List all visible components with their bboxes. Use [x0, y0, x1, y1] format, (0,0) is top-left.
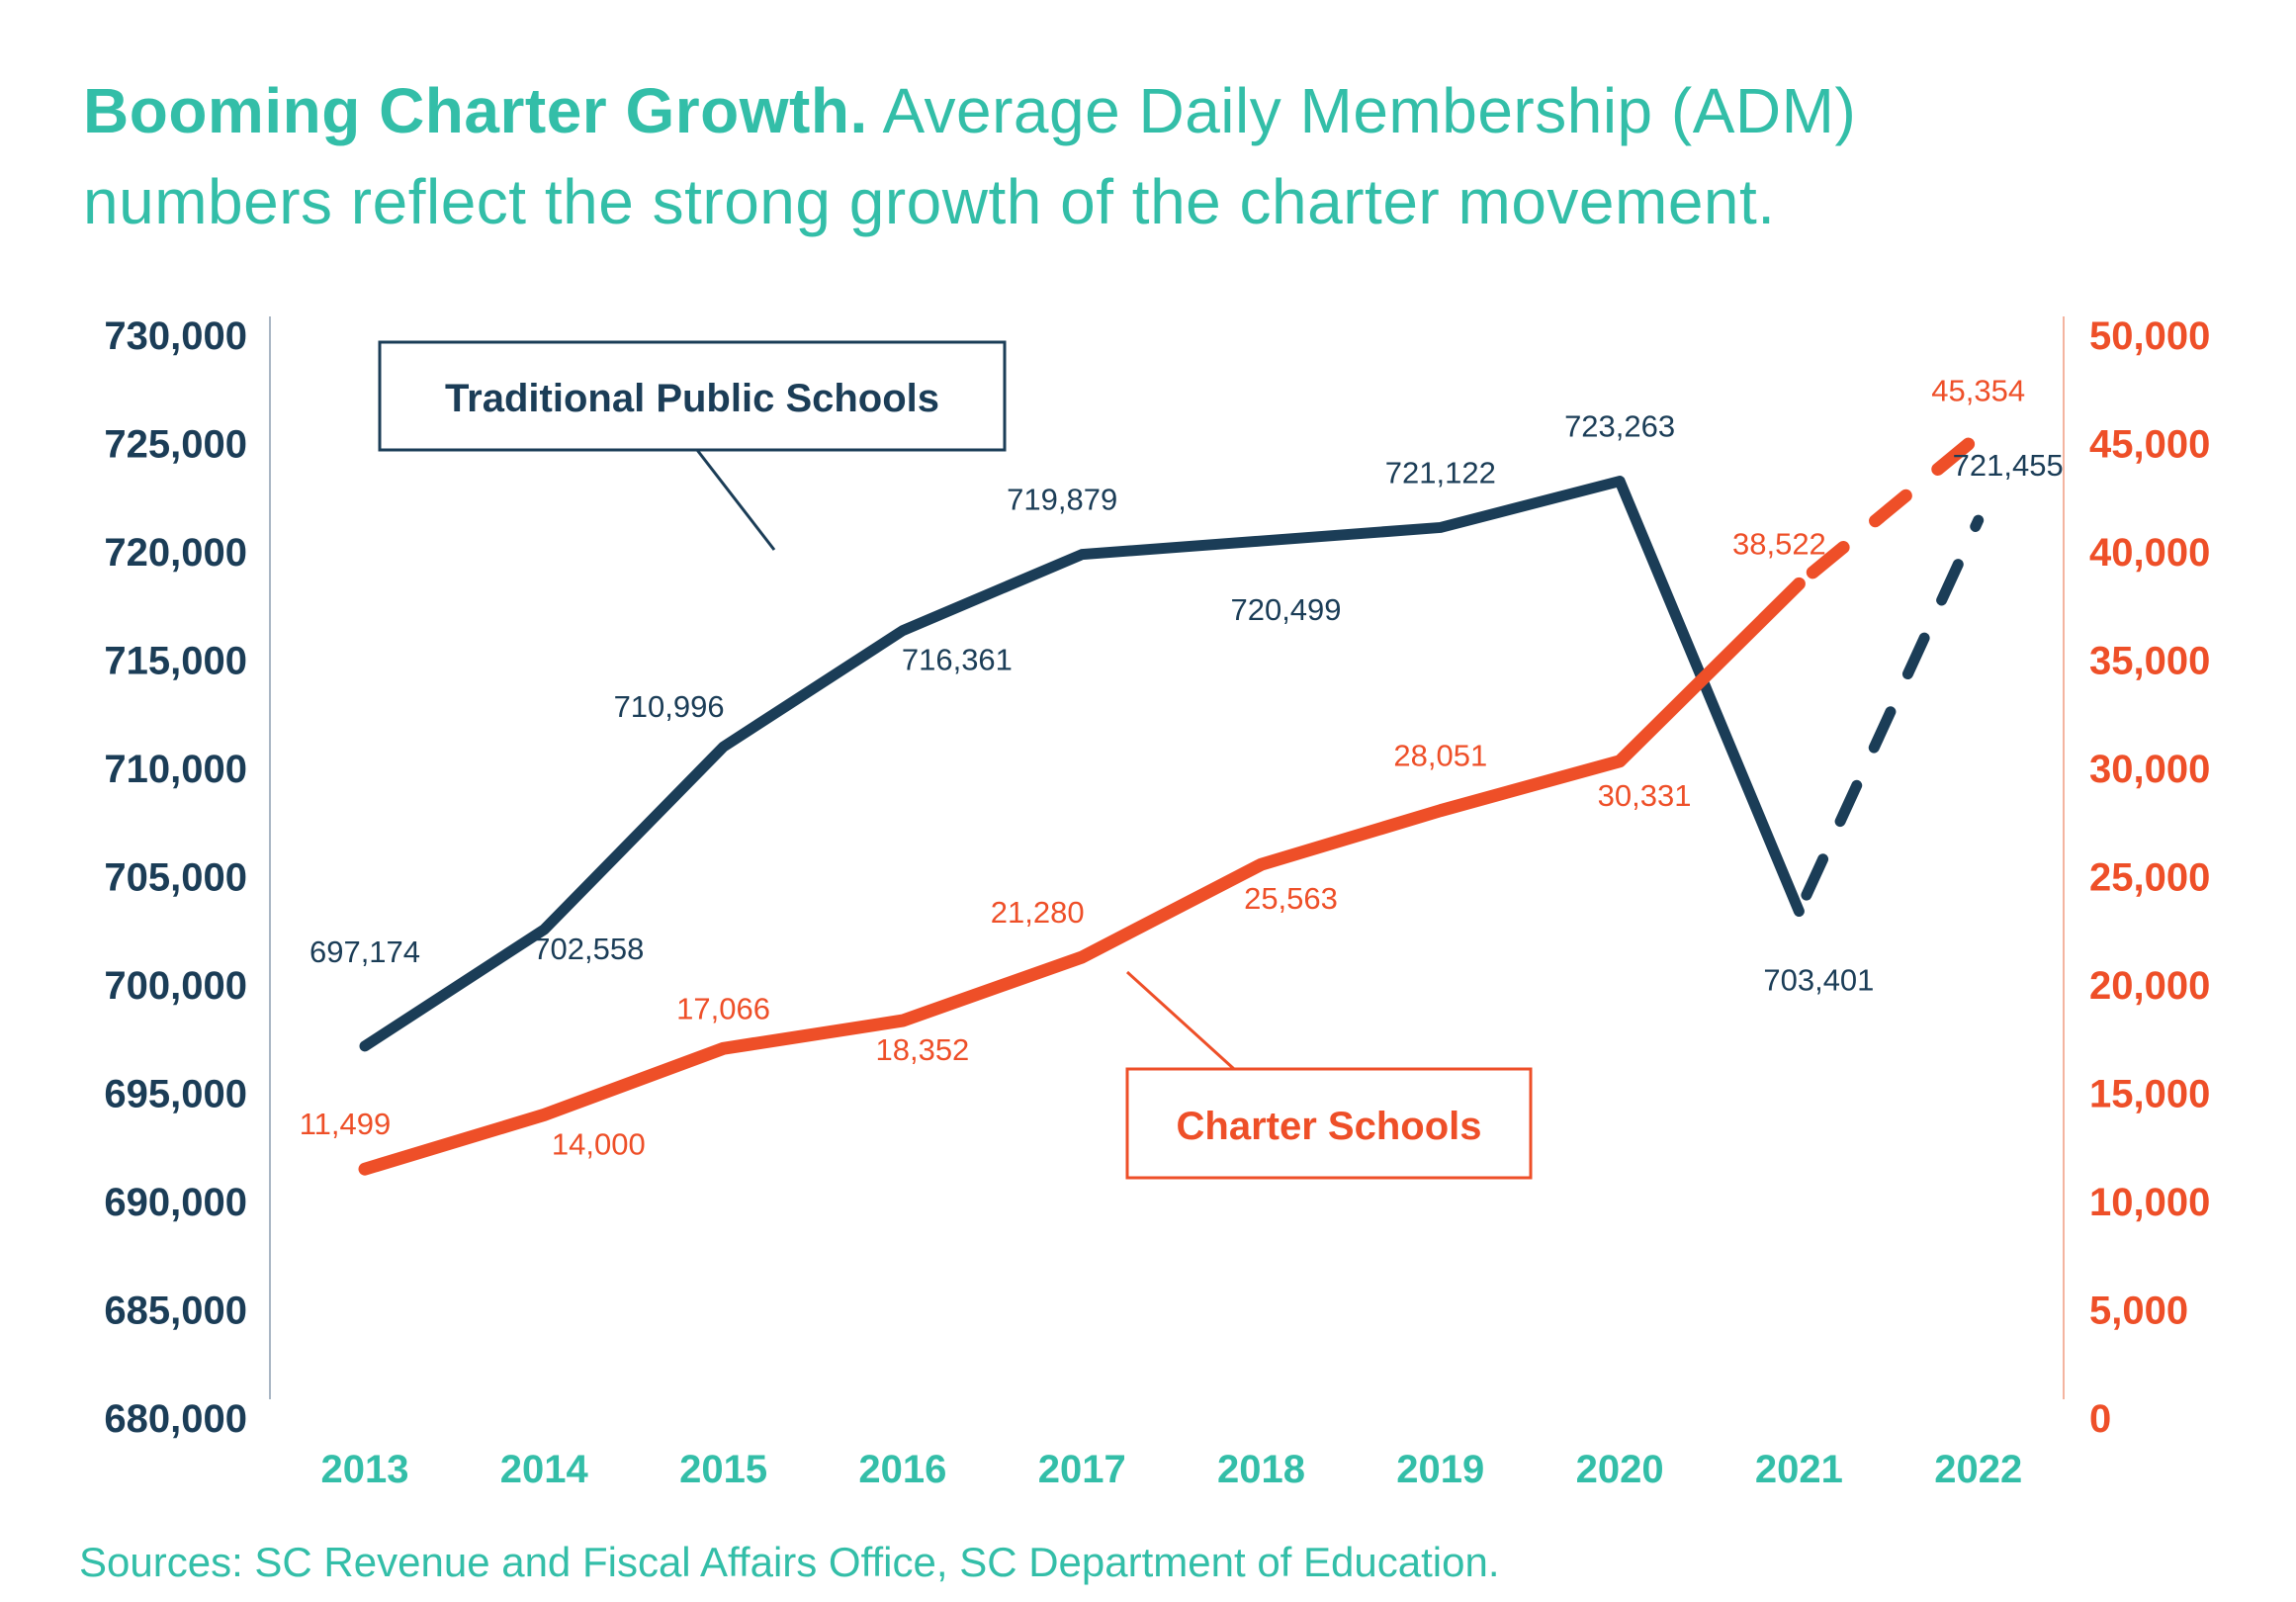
right-axis-tick-label: 50,000 [2089, 314, 2210, 358]
left-axis-tick-label: 695,000 [104, 1073, 247, 1116]
x-axis-tick-label: 2016 [858, 1448, 946, 1491]
charter-data-point [1798, 582, 1800, 584]
charter-data-point [723, 1047, 725, 1049]
traditional-callout-leader [695, 449, 776, 551]
title-line2: numbers reflect the strong growth of the… [83, 166, 1776, 237]
traditional-data-label: 721,122 [1385, 455, 1496, 490]
title-bold: Booming Charter Growth. [83, 75, 868, 146]
callouts: Traditional Public Schools Charter School… [378, 340, 1533, 1180]
traditional-data-label: 723,263 [1564, 409, 1675, 444]
charter-data-point [1619, 760, 1621, 762]
charter-data-label: 45,354 [1931, 374, 2025, 408]
chart-title: Booming Charter Growth. Average Daily Me… [83, 65, 2258, 247]
traditional-data-label: 697,174 [309, 934, 420, 969]
axes: 730,000 725,000 720,000 715,000 710,000 705,0… [104, 314, 2210, 1491]
charter-data-label: 28,051 [1393, 739, 1487, 773]
right-axis-tick-label: 45,000 [2089, 423, 2210, 467]
traditional-data-label: 719,879 [1007, 483, 1117, 517]
left-axis-tick-label: 705,000 [104, 856, 247, 900]
traditional-data-point [723, 746, 725, 748]
left-axis-tick-label: 685,000 [104, 1290, 247, 1333]
series-lines [358, 429, 1986, 1176]
traditional-data-point [1798, 911, 1800, 913]
traditional-data-label: 710,996 [614, 689, 725, 724]
charter-data-point [1978, 435, 1980, 437]
right-axis-tick-label: 15,000 [2089, 1073, 2210, 1116]
charter-data-point [364, 1168, 366, 1170]
traditional-callout-label: Traditional Public Schools [445, 377, 939, 420]
traditional-data-point [364, 1045, 366, 1047]
left-axis-tick-label: 710,000 [104, 748, 247, 791]
traditional-data-label: 702,558 [533, 932, 644, 966]
charter-data-point [1261, 863, 1263, 865]
traditional-data-point [543, 929, 545, 931]
charter-data-point [902, 1020, 904, 1022]
charter-data-point [1440, 810, 1442, 812]
traditional-data-label: 720,499 [1230, 592, 1341, 627]
x-axis-tick-label: 2015 [679, 1448, 767, 1491]
traditional-data-point [1261, 540, 1263, 542]
x-axis-tick-label: 2019 [1396, 1448, 1484, 1491]
charter-data-point [1081, 956, 1083, 958]
charter-callout-box [1125, 1067, 1533, 1180]
data-labels: 697,174 702,558 710,996 716,361 719,879 720,4… [300, 374, 2064, 1162]
charter-series-line [358, 577, 1806, 1176]
left-axis-tick-label: 680,000 [104, 1397, 247, 1441]
charter-data-label: 25,563 [1244, 881, 1338, 916]
right-axis-tick-label: 10,000 [2089, 1181, 2210, 1224]
traditional-data-label: 703,401 [1763, 963, 1874, 998]
charter-callout-leader [1125, 970, 1236, 1071]
x-axis-tick-label: 2018 [1217, 1448, 1305, 1491]
charter-data-label: 14,000 [552, 1126, 646, 1161]
x-axis-tick-label: 2014 [500, 1448, 589, 1491]
charter-data-label: 17,066 [676, 991, 770, 1025]
right-axis-tick-label: 25,000 [2089, 856, 2210, 900]
x-axis-tick-label: 2021 [1755, 1448, 1843, 1491]
left-axis-tick-label: 700,000 [104, 964, 247, 1008]
x-axis-tick-label: 2022 [1934, 1448, 2022, 1491]
charter-data-label: 18,352 [875, 1032, 969, 1067]
charter-callout-label: Charter Schools [1177, 1105, 1482, 1148]
right-axis-tick-label: 0 [2089, 1397, 2111, 1441]
traditional-data-point [1619, 481, 1621, 483]
charter-data-label: 30,331 [1598, 778, 1692, 813]
x-axis-tick-label: 2017 [1038, 1448, 1126, 1491]
charter-data-label: 21,280 [991, 895, 1085, 930]
sources-note: Sources: SC Revenue and Fiscal Affairs O… [79, 1539, 1500, 1585]
right-axis-tick-label: 40,000 [2089, 531, 2210, 575]
charter-data-label: 11,499 [300, 1107, 392, 1141]
left-axis-tick-label: 715,000 [104, 640, 247, 683]
left-axis-tick-label: 720,000 [104, 531, 247, 575]
traditional-series-projection [1793, 514, 1985, 918]
traditional-data-label: 721,455 [1953, 448, 2064, 483]
x-axis-tick-label: 2013 [321, 1448, 409, 1491]
left-axis-tick-label: 725,000 [104, 423, 247, 467]
traditional-data-point [1440, 526, 1442, 528]
charter-data-label: 38,522 [1732, 526, 1826, 561]
traditional-callout-box [378, 340, 1007, 452]
title-line1: Average Daily Membership (ADM) [867, 75, 1857, 146]
traditional-data-point [1081, 554, 1083, 556]
traditional-data-label: 716,361 [902, 643, 1013, 677]
left-axis-tick-label: 690,000 [104, 1181, 247, 1224]
x-axis-tick-label: 2020 [1576, 1448, 1664, 1491]
traditional-series-line [359, 476, 1805, 1052]
traditional-data-point [902, 630, 904, 632]
left-axis-tick-label: 730,000 [104, 314, 247, 358]
right-axis-tick-label: 35,000 [2089, 640, 2210, 683]
charter-data-point [543, 1113, 545, 1115]
right-axis-tick-label: 20,000 [2089, 964, 2210, 1008]
traditional-data-point [1978, 519, 1980, 521]
right-axis-tick-label: 5,000 [2089, 1290, 2188, 1333]
charter-series-projection [1792, 429, 1986, 590]
right-axis-tick-label: 30,000 [2089, 748, 2210, 791]
